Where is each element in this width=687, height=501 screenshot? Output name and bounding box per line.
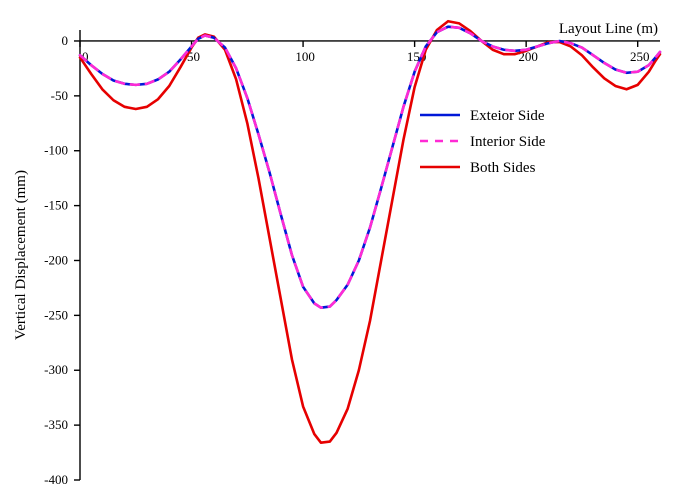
y-tick-label: 0 — [62, 33, 69, 48]
legend-label-interior: Interior Side — [470, 134, 546, 150]
chart-svg: 0 -50 -100 -150 -200 -250 -300 -350 -400 Vertical… — [0, 0, 687, 501]
legend-label-both: Both Sides — [470, 160, 536, 176]
y-tick-label: -150 — [44, 198, 68, 213]
x-tick-label: 250 — [630, 49, 650, 64]
y-tick-label: -400 — [44, 472, 68, 487]
y-tick-label: -250 — [44, 307, 68, 322]
y-axis-title: Vertical Displacement (mm) — [13, 170, 29, 340]
y-tick-label: -200 — [44, 252, 68, 267]
y-tick-label: -50 — [51, 88, 68, 103]
y-tick-label: -100 — [44, 143, 68, 158]
y-tick-label: -300 — [44, 362, 68, 377]
y-tick-label: -350 — [44, 417, 68, 432]
x-tick-label: 100 — [295, 49, 315, 64]
x-axis-title: Layout Line (m) — [559, 21, 658, 37]
displacement-chart: 0 -50 -100 -150 -200 -250 -300 -350 -400 Vertical… — [0, 0, 687, 501]
legend-label-exterior: Exteior Side — [470, 108, 545, 124]
